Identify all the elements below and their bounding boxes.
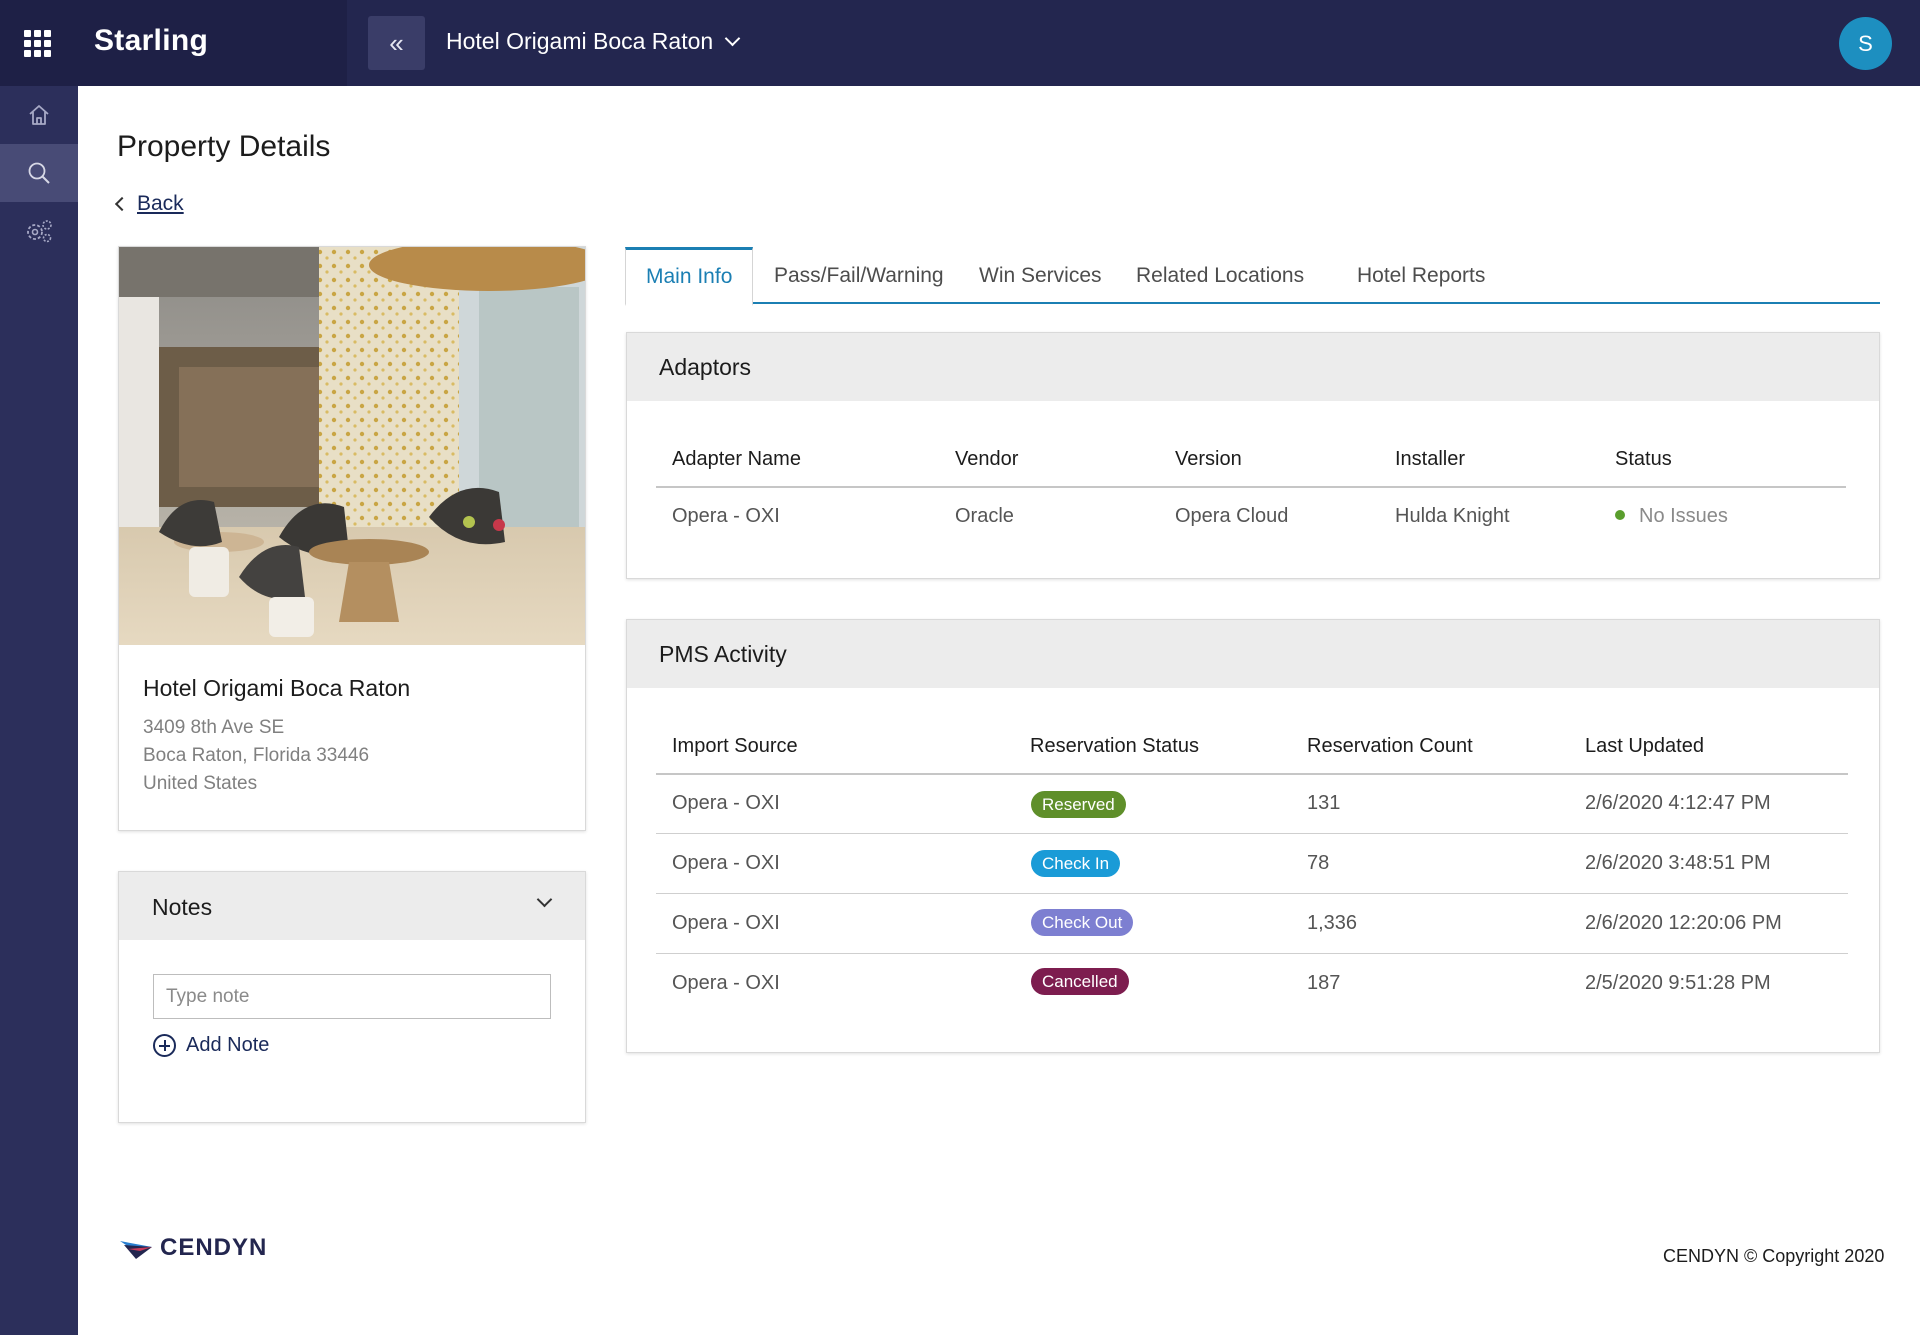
back-link-label: Back xyxy=(137,192,184,215)
status-badge-cancelled: Cancelled xyxy=(1031,968,1129,995)
property-photo xyxy=(119,247,585,645)
reservation-count-cell: 1,336 xyxy=(1307,912,1358,934)
status-badge-check-in: Check In xyxy=(1031,850,1121,877)
user-avatar[interactable]: S xyxy=(1839,17,1892,70)
search-icon xyxy=(28,162,50,184)
chevron-down-icon xyxy=(536,891,553,908)
row-divider xyxy=(656,833,1848,834)
cendyn-bird-icon xyxy=(120,1241,152,1259)
tab-label: Win Services xyxy=(979,263,1102,287)
version-cell: Opera Cloud xyxy=(1175,505,1289,527)
app-name: Starling xyxy=(94,24,209,57)
copyright-text: CENDYN © Copyright 2020 xyxy=(1663,1246,1885,1266)
rail-search[interactable] xyxy=(0,144,78,202)
last-updated-cell: 2/6/2020 4:12:47 PM xyxy=(1585,792,1771,814)
header-divider xyxy=(656,773,1848,775)
notes-header[interactable]: Notes xyxy=(119,872,585,940)
tab-related-locations[interactable]: Related Locations xyxy=(1116,247,1324,304)
status-text: No Issues xyxy=(1639,505,1728,527)
double-chevron-left-icon: « xyxy=(389,27,404,58)
reservation-count-cell: 131 xyxy=(1307,792,1341,814)
installer-cell: Hulda Knight xyxy=(1395,505,1510,527)
column-header: Reservation Count xyxy=(1307,735,1473,757)
settings-icon xyxy=(27,220,52,243)
home-icon xyxy=(29,105,49,125)
import-source-cell: Opera - OXI xyxy=(672,852,780,874)
tab-label: Hotel Reports xyxy=(1357,263,1486,287)
status-cell: No Issues xyxy=(1615,505,1728,528)
pms-activity-header: PMS Activity xyxy=(627,620,1879,688)
tab-win-services[interactable]: Win Services xyxy=(959,247,1122,304)
column-header: Vendor xyxy=(955,448,1019,470)
page-title: Property Details xyxy=(117,130,331,163)
column-header: Last Updated xyxy=(1585,735,1704,757)
address-line-1: 3409 8th Ave SE xyxy=(143,717,285,738)
adaptors-title: Adaptors xyxy=(659,354,752,380)
adaptors-header: Adaptors xyxy=(627,333,1879,401)
top-bar: Starling « Hotel Origami Boca Raton S xyxy=(0,0,1920,86)
tab-bar: Main Info Pass/Fail/Warning Win Services… xyxy=(625,247,1880,306)
property-card: Hotel Origami Boca Raton 3409 8th Ave SE… xyxy=(118,246,586,831)
adaptors-panel: Adaptors Adapter Name Vendor Version Ins… xyxy=(626,332,1880,579)
pms-activity-title: PMS Activity xyxy=(659,641,787,667)
tab-label: Pass/Fail/Warning xyxy=(774,263,944,287)
plus-circle-icon xyxy=(153,1034,176,1057)
property-selector[interactable]: Hotel Origami Boca Raton xyxy=(446,28,741,55)
column-header: Adapter Name xyxy=(672,448,801,470)
collapse-sidebar-button[interactable]: « xyxy=(368,16,425,70)
status-dot-icon xyxy=(1615,509,1625,520)
rail-home[interactable] xyxy=(0,86,78,144)
column-header: Status xyxy=(1615,448,1672,470)
cendyn-logo-text: CENDYN xyxy=(160,1234,268,1261)
last-updated-cell: 2/6/2020 3:48:51 PM xyxy=(1585,852,1771,874)
notes-card: Notes Add Note xyxy=(118,871,586,1123)
tab-label: Main Info xyxy=(646,265,733,288)
pms-activity-panel: PMS Activity Import Source Reservation S… xyxy=(626,619,1880,1053)
import-source-cell: Opera - OXI xyxy=(672,912,780,934)
column-header: Installer xyxy=(1395,448,1466,470)
reservation-count-cell: 187 xyxy=(1307,972,1341,994)
last-updated-cell: 2/5/2020 9:51:28 PM xyxy=(1585,972,1771,994)
row-divider xyxy=(656,953,1848,954)
add-note-label: Add Note xyxy=(186,1034,270,1056)
column-header: Import Source xyxy=(672,735,798,757)
property-selector-label: Hotel Origami Boca Raton xyxy=(446,28,714,54)
tab-pass-fail-warning[interactable]: Pass/Fail/Warning xyxy=(754,247,964,304)
status-badge-check-out: Check Out xyxy=(1031,909,1134,936)
note-input[interactable] xyxy=(153,974,551,1019)
chevron-down-icon xyxy=(724,30,741,47)
import-source-cell: Opera - OXI xyxy=(672,792,780,814)
column-header: Reservation Status xyxy=(1030,735,1199,757)
import-source-cell: Opera - OXI xyxy=(672,972,780,994)
chevron-left-icon xyxy=(114,196,130,212)
brand-area: Starling xyxy=(0,0,347,86)
avatar-initial: S xyxy=(1858,30,1873,56)
rail-settings[interactable] xyxy=(0,202,78,260)
notes-title: Notes xyxy=(152,894,213,920)
property-name: Hotel Origami Boca Raton xyxy=(143,675,411,701)
vendor-cell: Oracle xyxy=(955,505,1014,527)
add-note-button[interactable]: Add Note xyxy=(153,1034,269,1057)
header-divider xyxy=(656,486,1846,488)
left-rail xyxy=(0,86,78,1335)
tab-hotel-reports[interactable]: Hotel Reports xyxy=(1337,247,1505,304)
cendyn-logo: CENDYN xyxy=(118,1234,267,1262)
status-badge-reserved: Reserved xyxy=(1031,791,1126,818)
row-divider xyxy=(656,893,1848,894)
tab-main-info[interactable]: Main Info xyxy=(625,247,754,306)
adapter-name-cell: Opera - OXI xyxy=(672,505,780,527)
back-link[interactable]: Back xyxy=(114,192,184,216)
address-line-2: Boca Raton, Florida 33446 xyxy=(143,745,370,766)
tab-label: Related Locations xyxy=(1136,263,1305,287)
last-updated-cell: 2/6/2020 12:20:06 PM xyxy=(1585,912,1782,934)
reservation-count-cell: 78 xyxy=(1307,852,1330,874)
app-grid-icon[interactable] xyxy=(24,30,54,58)
column-header: Version xyxy=(1175,448,1242,470)
address-line-3: United States xyxy=(143,773,258,794)
